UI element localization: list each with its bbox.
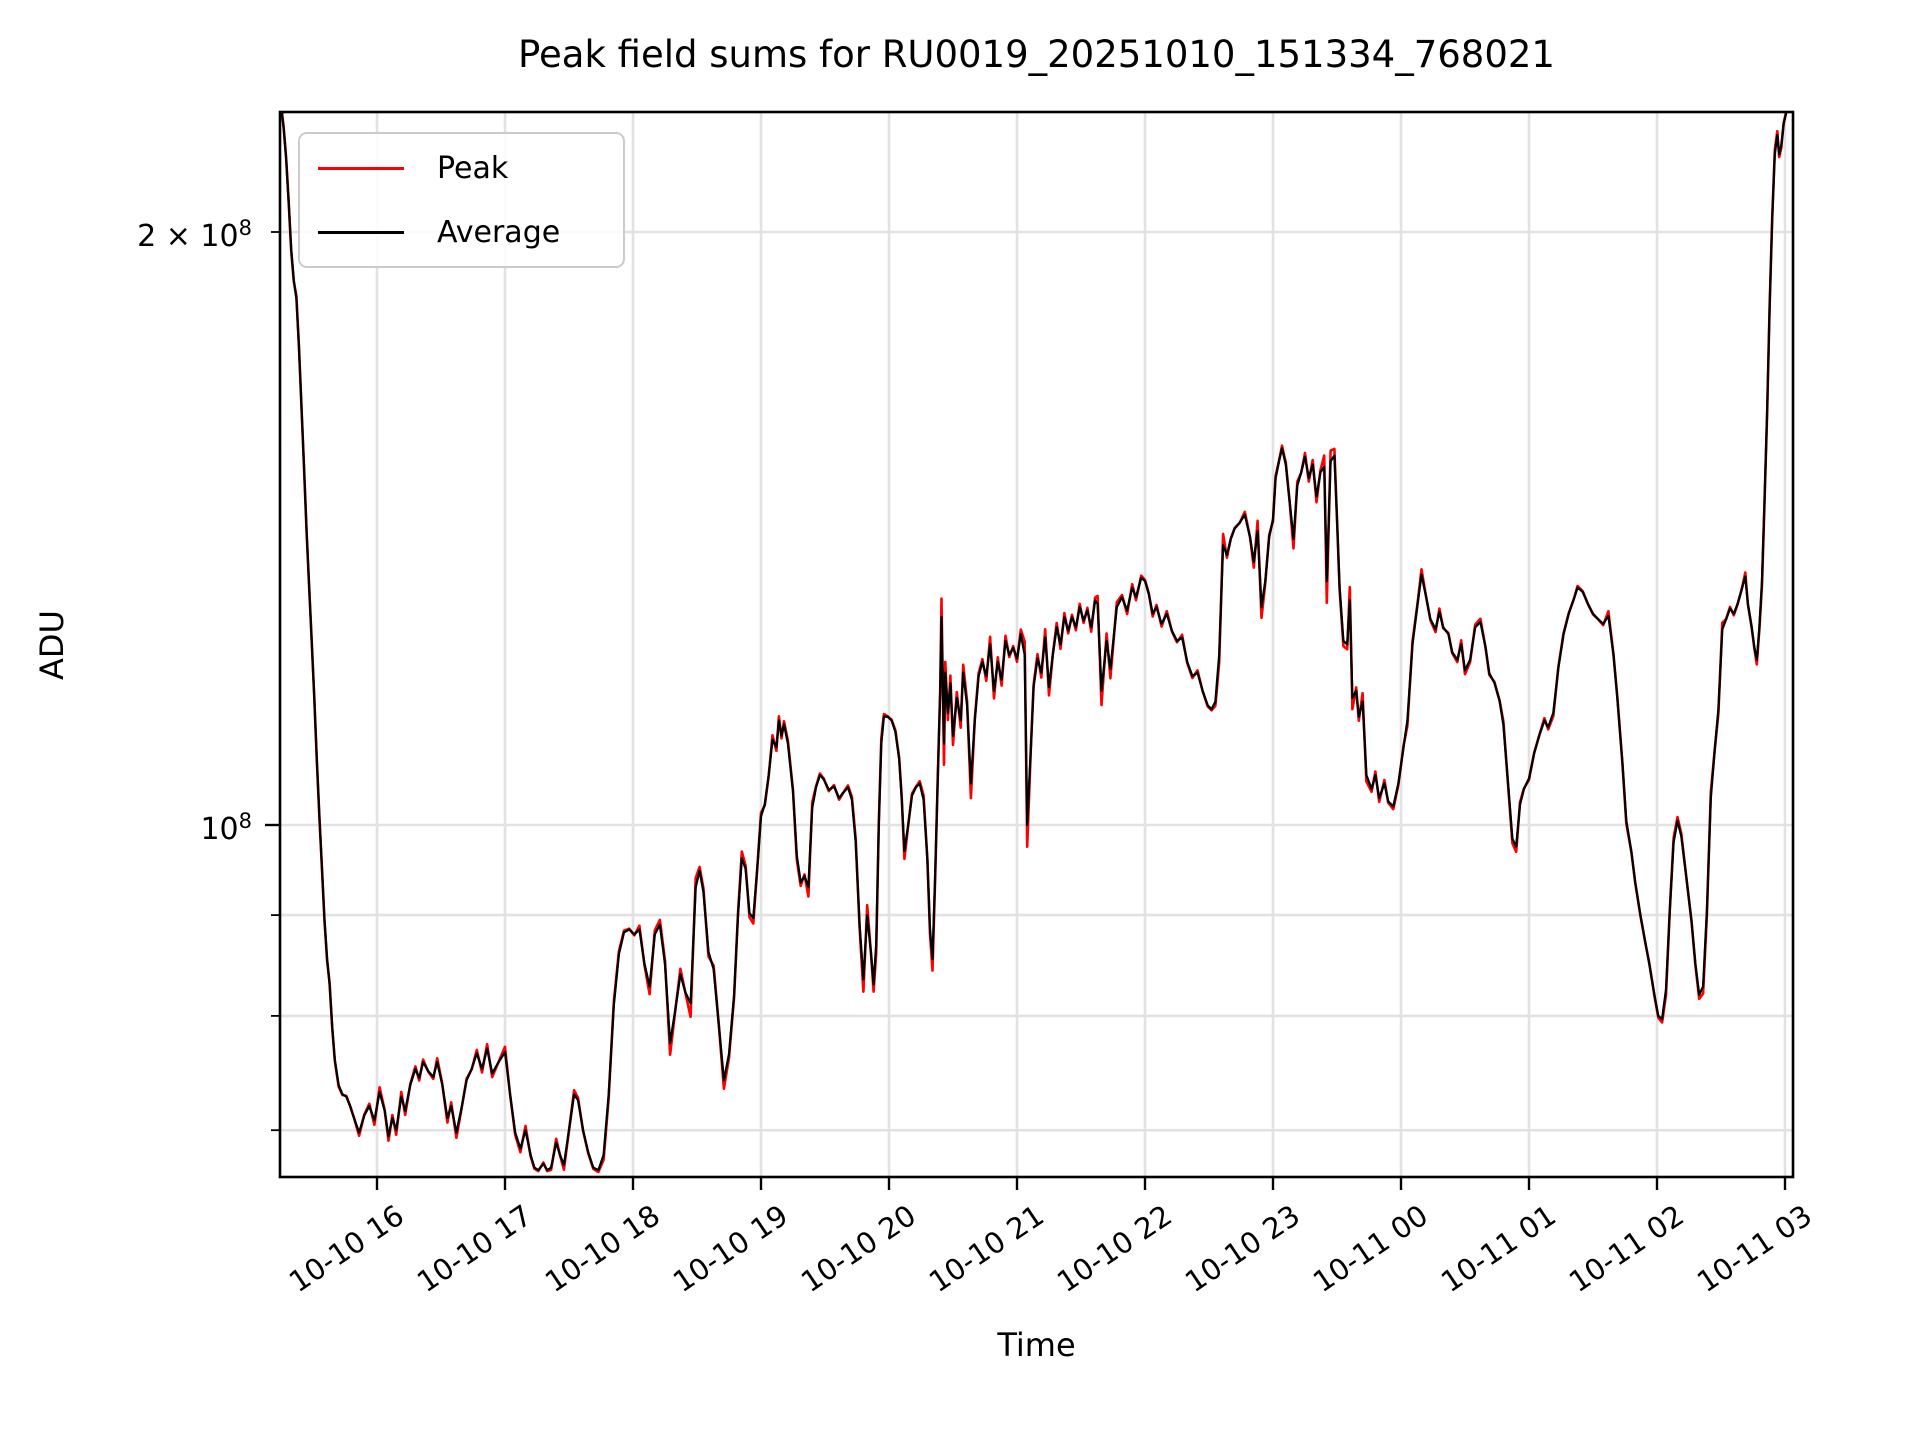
axis-ticks [265, 231, 1787, 1190]
series-average-line [280, 112, 1789, 1172]
legend: Peak Average [298, 132, 625, 268]
x-axis-label: Time [997, 1326, 1076, 1364]
y-tick-label-2e8: 2 × 108 [137, 218, 252, 252]
y-tick-label-1e8: 108 [200, 811, 252, 845]
legend-label-average: Average [437, 214, 561, 250]
chart-title: Peak field sums for RU0019_20251010_1513… [518, 33, 1555, 76]
legend-line-average [318, 230, 404, 234]
plot-spines [278, 110, 1795, 1179]
y-axis-label: ADU [33, 610, 71, 680]
y-tick-2e8-mantissa: 2 × 10 [137, 219, 239, 254]
legend-entry-peak: Peak [300, 136, 623, 200]
y-tick-1e8-mantissa: 10 [200, 812, 239, 847]
plot-grid [280, 112, 1793, 1177]
y-tick-1e8-exponent: 8 [238, 809, 252, 833]
legend-entry-average: Average [300, 200, 623, 264]
legend-label-peak: Peak [437, 150, 509, 186]
y-tick-2e8-exponent: 8 [238, 216, 252, 240]
legend-line-peak [318, 166, 404, 170]
